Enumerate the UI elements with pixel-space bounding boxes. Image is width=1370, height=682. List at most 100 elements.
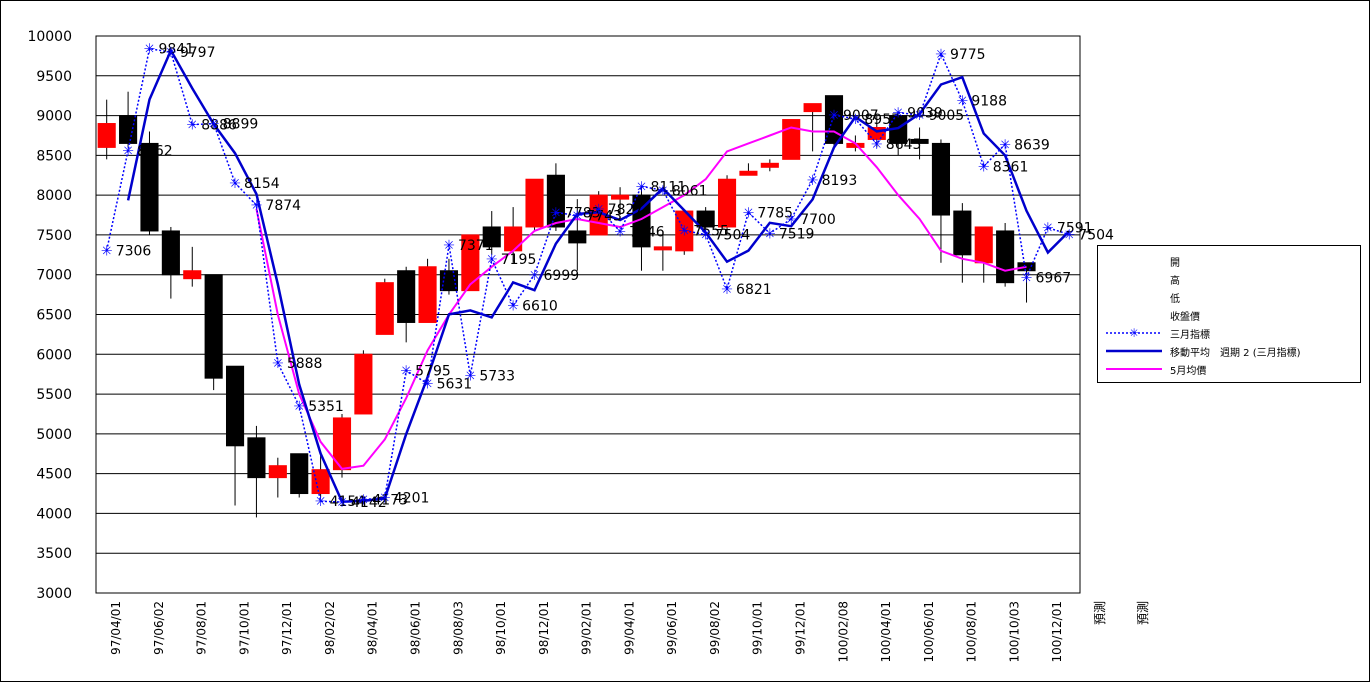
x-tick-label: 99/08/02 xyxy=(708,601,722,655)
series-point-index: ✳ xyxy=(422,377,434,393)
data-label-index: 9775 xyxy=(950,47,986,63)
candle-down xyxy=(931,142,951,216)
series-point-index: ✳ xyxy=(892,105,904,121)
candle-down xyxy=(1017,262,1036,272)
data-label-index: 9841 xyxy=(158,42,194,58)
x-tick-label: 97/04/01 xyxy=(109,601,123,655)
x-tick-label: 100/10/03 xyxy=(1007,601,1021,663)
data-label-index: 7591 xyxy=(1057,221,1093,237)
y-tick-label: 6000 xyxy=(36,347,72,363)
data-label-index: 7827 xyxy=(608,202,644,218)
series-point-index: ✳ xyxy=(144,42,156,58)
data-label-index: 7504 xyxy=(715,228,751,244)
x-tick-label: 97/08/01 xyxy=(195,601,209,655)
legend-item-low: 低 xyxy=(1098,288,1360,306)
x-tick-label: 98/08/03 xyxy=(451,601,465,655)
candle-up xyxy=(504,226,523,252)
y-tick-label: 9500 xyxy=(36,69,72,85)
candle-up xyxy=(183,270,202,280)
y-tick-label: 4000 xyxy=(36,506,72,522)
data-label-index: 4173 xyxy=(372,493,408,509)
candle-up xyxy=(974,226,993,264)
series-point-index: ✳ xyxy=(272,356,284,372)
candle-up xyxy=(461,234,480,292)
candle-down xyxy=(632,194,651,248)
series-point-index: ✳ xyxy=(1063,228,1075,244)
data-label-index: 5795 xyxy=(415,364,451,380)
data-label-index: 6821 xyxy=(736,282,772,298)
series-point-index: ✳ xyxy=(999,137,1011,153)
data-label-index: 8645 xyxy=(886,137,922,153)
candle-down xyxy=(953,210,972,256)
x-tick-label: 98/06/01 xyxy=(408,601,422,655)
data-label-index: 7785 xyxy=(757,205,793,221)
legend-label-five-month-average: 5月均價 xyxy=(1170,366,1207,377)
legend-symbol-five-month-average xyxy=(1106,368,1162,370)
candle-up xyxy=(611,194,630,200)
x-tick-label: 預測 xyxy=(1136,601,1150,625)
data-label-index: 7504 xyxy=(1078,228,1114,244)
legend-label-moving-average: 移動平均 週期 2 (三月指標) xyxy=(1170,348,1301,359)
candle-down xyxy=(225,365,245,447)
data-label-index: 8111 xyxy=(650,179,686,195)
candle-down xyxy=(546,174,565,228)
series-point-index: ✳ xyxy=(828,108,840,124)
series-point-index: ✳ xyxy=(122,143,134,159)
series-point-index: ✳ xyxy=(550,205,562,221)
series-line-five-month-average xyxy=(255,126,1027,470)
x-tick-label: 98/10/01 xyxy=(494,601,508,655)
y-tick-label: 8500 xyxy=(36,148,72,164)
data-label-index: 7195 xyxy=(501,252,537,268)
svg-text:✳: ✳ xyxy=(1129,326,1139,340)
legend-item-moving-average: 移動平均 週期 2 (三月指標) xyxy=(1098,342,1360,360)
data-label-index: 9005 xyxy=(929,108,965,124)
series-point-index: ✳ xyxy=(101,243,113,259)
data-label-index: 7306 xyxy=(116,243,152,259)
data-label-index: 9188 xyxy=(971,94,1007,110)
x-tick-label: 97/12/01 xyxy=(280,601,294,655)
candle-up xyxy=(717,178,737,228)
chart-legend: 開 高 低 收盤價 ✳ 三月指標 移動平均 週期 2 (三月指標) 5月均價 xyxy=(1097,245,1361,383)
series-point-index: ✳ xyxy=(315,494,327,510)
series-point-index: ✳ xyxy=(165,45,177,61)
data-label-index: 9007 xyxy=(843,108,879,124)
series-point-index: ✳ xyxy=(785,212,797,228)
series-point-index: ✳ xyxy=(379,490,391,506)
series-point-index: ✳ xyxy=(657,183,669,199)
legend-item-index: ✳ 三月指標 xyxy=(1098,324,1360,342)
candle-up xyxy=(418,266,437,323)
data-label-index: 7519 xyxy=(779,226,815,242)
candle-up xyxy=(354,353,373,415)
candle-down xyxy=(119,115,138,144)
legend-symbol-moving-average xyxy=(1106,349,1162,353)
x-tick-label: 97/06/02 xyxy=(152,601,166,655)
series-point-index: ✳ xyxy=(593,202,605,218)
y-tick-label: 5500 xyxy=(36,387,72,403)
candle-up xyxy=(97,123,116,148)
series-point-index: ✳ xyxy=(871,137,883,153)
legend-label-high: 高 xyxy=(1170,276,1180,287)
data-label-index: 8562 xyxy=(137,143,173,159)
series-point-index: ✳ xyxy=(850,112,862,128)
candle-down xyxy=(204,274,223,379)
x-tick-label: 100/04/01 xyxy=(879,601,893,663)
candle-up xyxy=(653,246,672,251)
x-tick-label: 99/10/01 xyxy=(751,601,765,655)
candle-down xyxy=(482,226,501,248)
y-tick-label: 3500 xyxy=(36,546,72,562)
candle-down xyxy=(161,230,180,276)
data-label-index: 4154 xyxy=(330,494,366,510)
data-label-index: 5888 xyxy=(287,356,323,372)
data-label-index: 6999 xyxy=(544,268,580,284)
data-label-index: 8361 xyxy=(993,159,1029,175)
series-point-index: ✳ xyxy=(764,226,776,242)
x-tick-label: 97/10/01 xyxy=(237,601,251,655)
series-point-index: ✳ xyxy=(807,173,819,189)
candle-down xyxy=(140,142,159,232)
legend-label-close: 收盤價 xyxy=(1170,312,1200,323)
series-point-index: ✳ xyxy=(721,282,733,298)
candle-up xyxy=(803,103,822,113)
data-label-index: 7371 xyxy=(458,238,494,254)
candle-up xyxy=(739,170,758,176)
